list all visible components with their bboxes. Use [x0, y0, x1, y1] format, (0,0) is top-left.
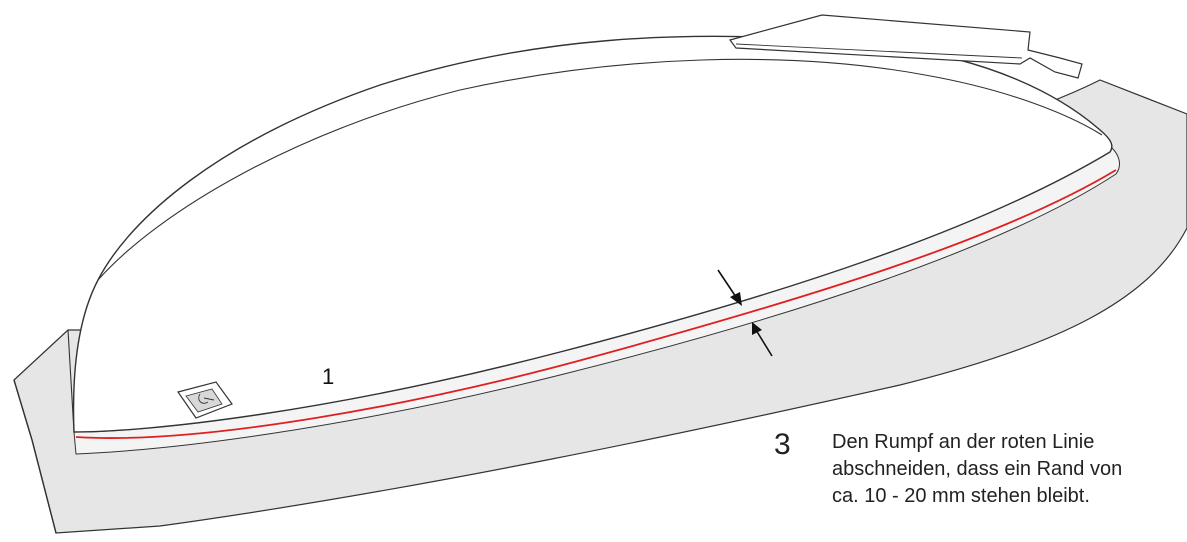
instruction-line: abschneiden, dass ein Rand von: [832, 458, 1123, 480]
transom-top: [728, 14, 1083, 79]
part-number-label: 1: [322, 364, 335, 389]
bracket-block-icon: [177, 381, 233, 419]
hull-body: [72, 35, 1113, 433]
step-number: 3: [774, 428, 791, 461]
instruction-line: Den Rumpf an der roten Linie: [832, 431, 1095, 453]
transom-inner-line: [735, 43, 1023, 59]
instruction-text: Den Rumpf an der roten Linie abschneiden…: [832, 429, 1162, 510]
instruction-line: ca. 10 - 20 mm stehen bleibt.: [832, 485, 1090, 507]
flange-edge-line: [13, 379, 57, 534]
hull-left-edge: [67, 329, 75, 433]
red-cut-line: [75, 169, 1117, 439]
hull-sheer-line: [97, 58, 1103, 281]
dimension-arrow-icon: [717, 269, 773, 357]
